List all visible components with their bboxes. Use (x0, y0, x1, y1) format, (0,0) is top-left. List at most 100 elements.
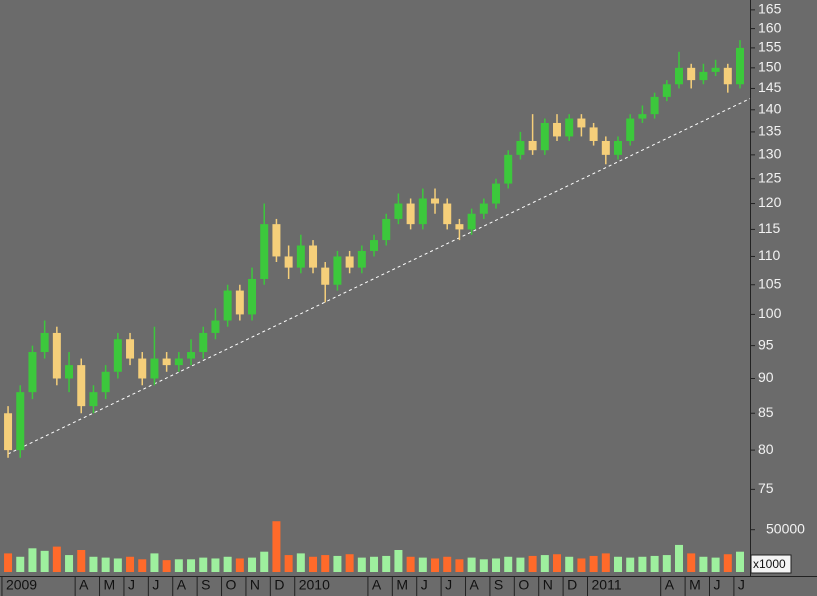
x-tick-label: M (396, 577, 408, 593)
y-tick-label: 100 (758, 305, 782, 321)
y-tick-label: 75 (758, 480, 774, 496)
volume-bar (406, 556, 415, 572)
candle-body (28, 352, 37, 393)
candle-body (394, 203, 403, 219)
candle-body (235, 290, 244, 315)
candle-body (199, 332, 208, 353)
volume-bar (382, 555, 391, 572)
candle-body (443, 203, 452, 225)
y-tick-label: 90 (758, 369, 774, 385)
x-tick-label: S (494, 577, 503, 593)
candle-body (284, 256, 293, 268)
volume-bar (394, 550, 403, 572)
y-tick-label: 105 (758, 275, 782, 291)
volume-bar (77, 550, 86, 572)
candle-body (614, 140, 623, 155)
y-tick-label: 95 (758, 336, 774, 352)
x-tick-label: 2010 (299, 577, 330, 593)
candle-body (138, 358, 147, 379)
candle-body (553, 122, 562, 137)
x-tick-label: N (543, 577, 553, 593)
volume-bar (28, 548, 37, 572)
candle-body (370, 240, 379, 251)
candle-body (52, 332, 61, 379)
x-tick-label: S (201, 577, 210, 593)
volume-bar (321, 555, 330, 572)
candle-body (260, 224, 269, 279)
volume-bar (370, 556, 379, 572)
y-tick-label: 150 (758, 59, 782, 75)
candle-body (675, 67, 684, 85)
x-tick-label: J (421, 577, 428, 593)
volume-bar (113, 558, 122, 572)
candle-body (479, 203, 488, 214)
volume-bar (138, 559, 147, 572)
x-tick-label: O (226, 577, 237, 593)
volume-bar (357, 557, 366, 572)
x-tick-label: A (79, 577, 89, 593)
candle-body (272, 224, 281, 257)
volume-bar (711, 557, 720, 572)
trendline (7, 98, 751, 455)
candle-body (687, 67, 696, 81)
candle-body (516, 140, 525, 155)
volume-bar (577, 558, 586, 572)
volume-bar (650, 555, 659, 572)
candle-body (248, 278, 257, 315)
candle-body (309, 245, 318, 268)
candle-body (626, 118, 635, 141)
x-tick-label: A (372, 577, 382, 593)
y-tick-label: 145 (758, 79, 782, 95)
candle-body (528, 140, 537, 151)
y-tick-label: 155 (758, 39, 782, 55)
volume-bar (309, 556, 318, 572)
unit-box (750, 554, 792, 574)
candle-body (357, 250, 366, 268)
volume-bar (89, 556, 98, 572)
candle-body (150, 358, 159, 379)
volume-bar (260, 551, 269, 572)
x-tick-label: J (445, 577, 452, 593)
candle-body (565, 118, 574, 137)
volume-bar (16, 556, 25, 572)
x-tick-label: J (128, 577, 135, 593)
volume-bar (333, 555, 342, 572)
candle-body (601, 140, 610, 155)
candle-body (345, 256, 354, 268)
volume-bar (614, 556, 623, 572)
volume-bar (52, 546, 61, 572)
volume-bar (101, 557, 110, 572)
candle-body (504, 154, 513, 184)
candle-body (662, 84, 671, 97)
x-tick-label: A (665, 577, 675, 593)
x-tick-label: N (250, 577, 260, 593)
volume-bar (455, 559, 464, 572)
volume-bar (626, 557, 635, 572)
volume-bar (126, 556, 135, 572)
volume-bar (723, 554, 732, 572)
candle-body (223, 290, 232, 321)
y-tick-label: 80 (758, 441, 774, 457)
volume-bar (296, 553, 305, 572)
x-tick-label: M (689, 577, 701, 593)
candle-body (406, 203, 415, 225)
candle-body (577, 118, 586, 128)
volume-bar (553, 554, 562, 572)
volume-bar (565, 556, 574, 572)
volume-bar (675, 544, 684, 572)
y-tick-label: 110 (758, 247, 781, 263)
x-tick-label: 2009 (6, 577, 37, 593)
volume-bar (284, 555, 293, 572)
y-tick-label: 140 (758, 100, 782, 116)
volume-bar (235, 558, 244, 572)
candle-body (113, 339, 122, 372)
y-tick-label: 160 (758, 19, 782, 35)
volume-bar (504, 556, 513, 572)
volume-bar (248, 557, 257, 572)
x-tick-label: A (177, 577, 187, 593)
volume-bar (223, 556, 232, 572)
volume-bar (735, 551, 744, 572)
volume-bar (211, 558, 220, 572)
volume-bar (467, 557, 476, 572)
